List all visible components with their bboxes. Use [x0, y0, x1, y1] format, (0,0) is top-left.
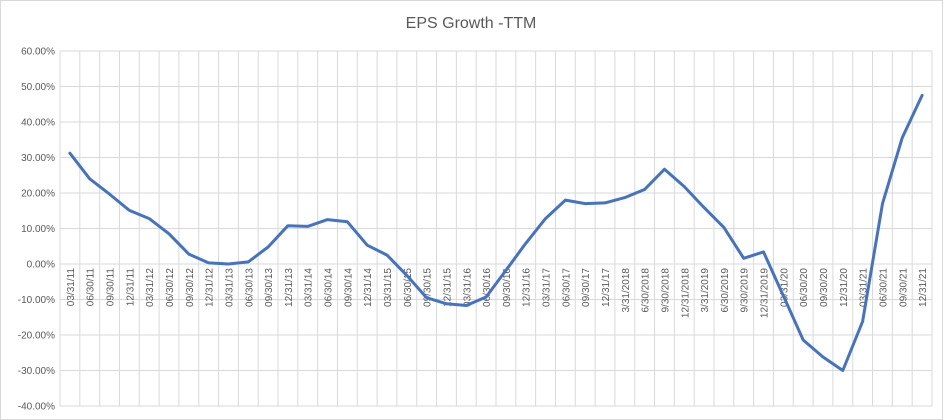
x-tick-label: 03/31/21: [859, 268, 870, 307]
x-tick-label: 09/30/21: [898, 268, 909, 307]
gridlines: [59, 50, 933, 407]
x-tick-label: 03/31/16: [462, 268, 473, 307]
x-tick-label: 12/31/15: [442, 268, 453, 307]
x-tick-label: 09/30/17: [581, 268, 592, 307]
x-tick-label: 09/30/13: [264, 268, 275, 307]
x-tick-label: 12/31/16: [522, 268, 533, 307]
x-tick-label: 09/30/16: [502, 268, 513, 307]
x-tick-label: 06/30/17: [561, 268, 572, 307]
x-tick-label: 03/31/15: [383, 268, 394, 307]
y-tick-label: 10.00%: [21, 224, 55, 235]
y-tick-label: 40.00%: [21, 118, 55, 129]
y-tick-label: -10.00%: [18, 295, 55, 306]
x-tick-label: 09/30/12: [185, 268, 196, 307]
x-tick-label: 12/31/2018: [680, 268, 691, 318]
x-tick-label: 12/31/12: [205, 268, 216, 307]
x-tick-label: 3/31/2019: [700, 268, 711, 313]
x-tick-label: 06/30/20: [799, 268, 810, 307]
series-layer: [68, 93, 924, 372]
y-tick-label: 50.00%: [21, 82, 55, 93]
x-tick-label: 9/30/2018: [660, 268, 671, 313]
x-tick-label: 6/30/2019: [720, 268, 731, 313]
x-tick-label: 09/30/15: [423, 268, 434, 307]
y-tick-label: 60.00%: [21, 47, 55, 58]
chart-title: EPS Growth -TTM: [406, 15, 537, 32]
y-tick-label: -30.00%: [18, 366, 55, 377]
x-tick-label: 12/31/14: [363, 268, 374, 307]
x-tick-label: 09/30/11: [106, 268, 117, 307]
x-tick-label: 03/31/20: [779, 268, 790, 307]
x-tick-label: 09/30/14: [343, 268, 354, 307]
x-tick-label: 06/30/21: [878, 268, 889, 307]
x-axis-tick-labels: 03/31/11 06/30/11 09/30/11 12/31/11 03/31/12…: [66, 268, 929, 318]
x-tick-label: 12/31/13: [284, 268, 295, 307]
x-tick-label: 12/31/2019: [760, 268, 771, 318]
series-line: [68, 93, 924, 372]
y-tick-label: 20.00%: [21, 189, 55, 200]
x-tick-label: 06/30/13: [244, 268, 255, 307]
x-tick-label: 06/30/14: [324, 268, 335, 307]
x-tick-label: 3/31/2018: [621, 268, 632, 313]
y-tick-label: -40.00%: [18, 402, 55, 413]
x-tick-label: 06/30/15: [403, 268, 414, 307]
x-tick-label: 03/31/11: [66, 268, 77, 307]
x-tick-label: 03/31/14: [304, 268, 315, 307]
x-tick-label: 12/31/21: [918, 268, 929, 307]
y-tick-label: -20.00%: [18, 331, 55, 342]
x-tick-label: 06/30/16: [482, 268, 493, 307]
x-tick-label: 03/31/12: [145, 268, 156, 307]
y-axis-tick-labels: 60.00% 50.00% 40.00% 30.00% 20.00% 10.00% 0.00…: [18, 47, 55, 413]
x-tick-label: 12/31/20: [839, 268, 850, 307]
x-tick-label: 9/30/2019: [740, 268, 751, 313]
x-tick-label: 12/31/11: [125, 268, 136, 307]
y-tick-label: 0.00%: [27, 260, 55, 271]
x-tick-label: 12/31/17: [601, 268, 612, 307]
x-tick-label: 03/31/13: [224, 268, 235, 307]
x-tick-label: 06/30/12: [165, 268, 176, 307]
x-tick-label: 06/30/11: [86, 268, 97, 307]
x-tick-label: 03/31/17: [542, 268, 553, 307]
x-tick-label: 6/30/2018: [641, 268, 652, 313]
x-tick-label: 09/30/20: [819, 268, 830, 307]
y-tick-label: 30.00%: [21, 153, 55, 164]
